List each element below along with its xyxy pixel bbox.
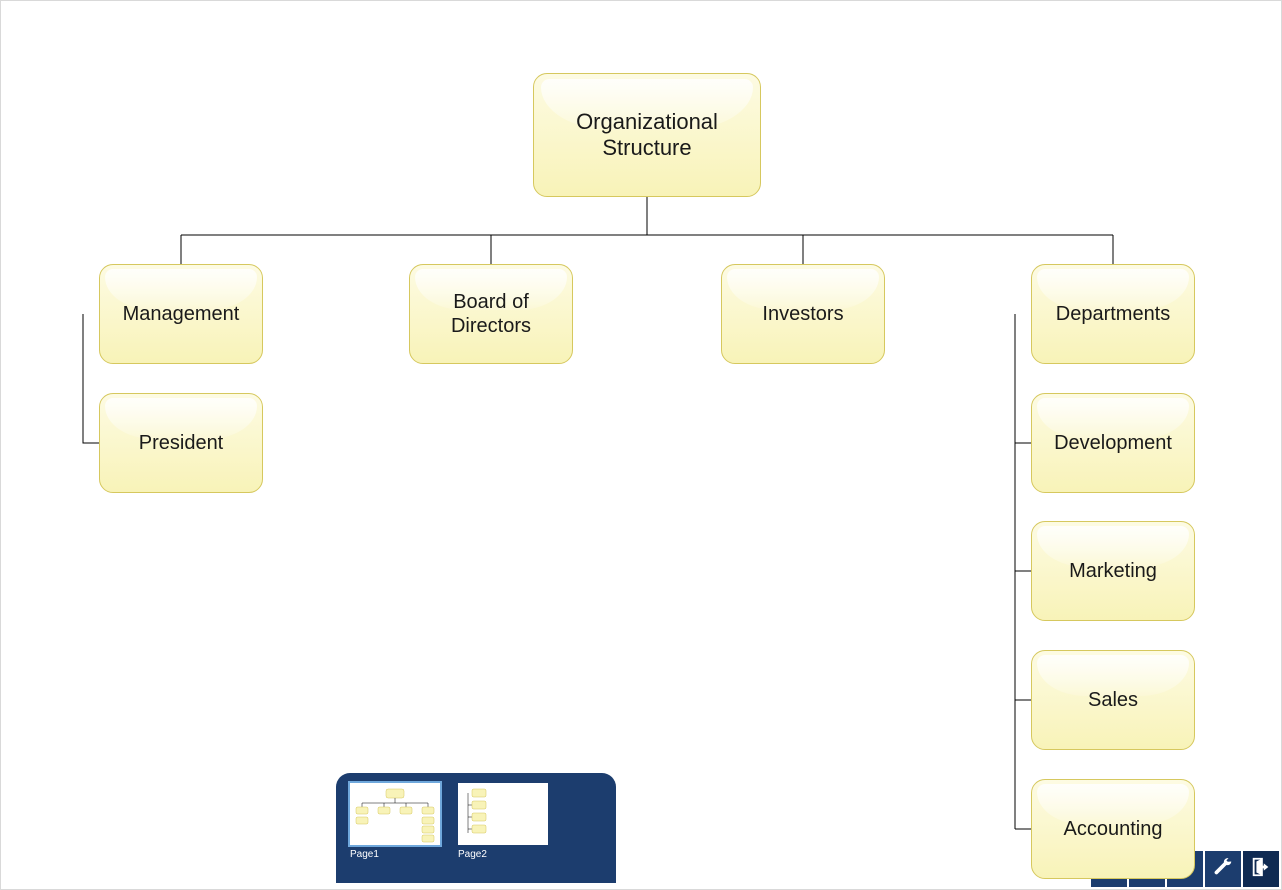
page-thumbnail-2-preview — [458, 783, 548, 845]
exit-icon — [1250, 856, 1272, 883]
node-board[interactable]: Board of Directors — [409, 264, 573, 364]
node-development-label: Development — [1054, 431, 1172, 455]
page-thumbnail-1-label: Page1 — [350, 849, 440, 860]
settings-button[interactable] — [1205, 851, 1241, 887]
page-thumbnail-1[interactable]: Page1 — [350, 783, 440, 879]
wrench-icon — [1212, 856, 1234, 883]
node-development[interactable]: Development — [1031, 393, 1195, 493]
node-root[interactable]: Organizational Structure — [533, 73, 761, 197]
node-investors-label: Investors — [762, 302, 843, 326]
node-management[interactable]: Management — [99, 264, 263, 364]
diagram-canvas: Page1 Page2 — [0, 0, 1282, 890]
node-marketing-label: Marketing — [1069, 559, 1157, 583]
node-departments-label: Departments — [1056, 302, 1171, 326]
page-thumbnail-2[interactable]: Page2 — [458, 783, 548, 879]
node-sales-label: Sales — [1088, 688, 1138, 712]
node-marketing[interactable]: Marketing — [1031, 521, 1195, 621]
exit-button[interactable] — [1243, 851, 1279, 887]
node-president[interactable]: President — [99, 393, 263, 493]
node-president-label: President — [139, 431, 224, 455]
page-thumbnail-2-label: Page2 — [458, 849, 548, 860]
node-departments[interactable]: Departments — [1031, 264, 1195, 364]
node-investors[interactable]: Investors — [721, 264, 885, 364]
node-board-label: Board of Directors — [451, 290, 531, 338]
node-root-label: Organizational Structure — [576, 109, 718, 162]
node-management-label: Management — [123, 302, 240, 326]
node-sales[interactable]: Sales — [1031, 650, 1195, 750]
page-thumbnail-strip[interactable]: Page1 Page2 — [336, 773, 616, 883]
page-thumbnail-1-preview — [350, 783, 440, 845]
node-accounting-label: Accounting — [1064, 817, 1163, 841]
node-accounting[interactable]: Accounting — [1031, 779, 1195, 879]
